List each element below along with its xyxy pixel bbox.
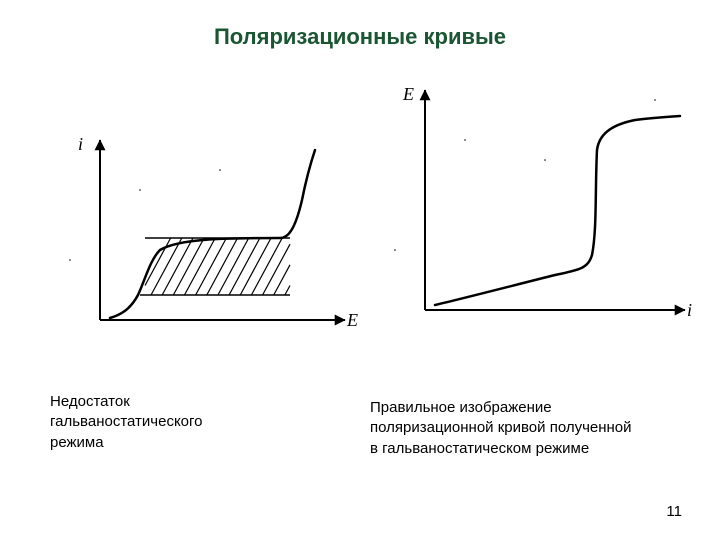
right-chart: iE xyxy=(385,70,705,350)
svg-text:i: i xyxy=(687,300,692,320)
caption-line: Правильное изображение xyxy=(370,398,710,418)
svg-text:E: E xyxy=(402,84,414,104)
right-caption: Правильное изображениеполяризационной кр… xyxy=(370,398,710,459)
svg-text:i: i xyxy=(78,134,83,154)
svg-text:E: E xyxy=(346,310,358,330)
caption-line: Недостаток xyxy=(50,392,310,412)
page-number: 11 xyxy=(666,503,682,520)
left-caption: Недостатокгальваностатическогорежима xyxy=(50,392,310,453)
caption-line: гальваностатического xyxy=(50,412,310,432)
left-chart-svg: Ei xyxy=(30,100,370,360)
slide-page: Поляризационные кривые Ei iE Недостатокг… xyxy=(0,0,720,540)
right-chart-svg: iE xyxy=(385,70,705,350)
page-title: Поляризационные кривые xyxy=(0,24,720,50)
caption-line: поляризационной кривой полученной xyxy=(370,418,710,438)
left-chart: Ei xyxy=(30,100,370,360)
caption-line: в гальваностатическом режиме xyxy=(370,439,710,459)
caption-line: режима xyxy=(50,433,310,453)
